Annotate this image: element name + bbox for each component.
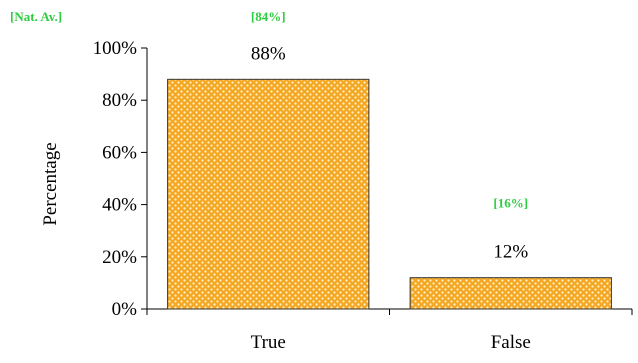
y-tick-label: 0%	[112, 299, 138, 320]
nat-av-label: [84%]	[251, 9, 286, 24]
y-tick-label: 100%	[93, 38, 138, 59]
bar-false	[409, 277, 612, 310]
y-tick-label: 40%	[102, 195, 137, 216]
nat-av-legend-label: [Nat. Av.]	[10, 9, 62, 24]
y-axis-title: Percentage	[40, 142, 61, 225]
y-tick-label: 20%	[102, 247, 137, 268]
x-category-label: True	[251, 332, 286, 353]
nat-av-label: [16%]	[493, 196, 528, 211]
y-tick-label: 60%	[102, 142, 137, 163]
data-label: 88%	[251, 43, 286, 64]
plot-area: 0% 20% 40% 60% 80% 100% 88% [84%] True 12% [16%] Fa…	[93, 9, 633, 353]
data-label: 12%	[493, 242, 528, 263]
bar-true	[167, 78, 370, 310]
y-tick-label: 80%	[102, 90, 137, 111]
x-category-label: False	[491, 332, 531, 353]
